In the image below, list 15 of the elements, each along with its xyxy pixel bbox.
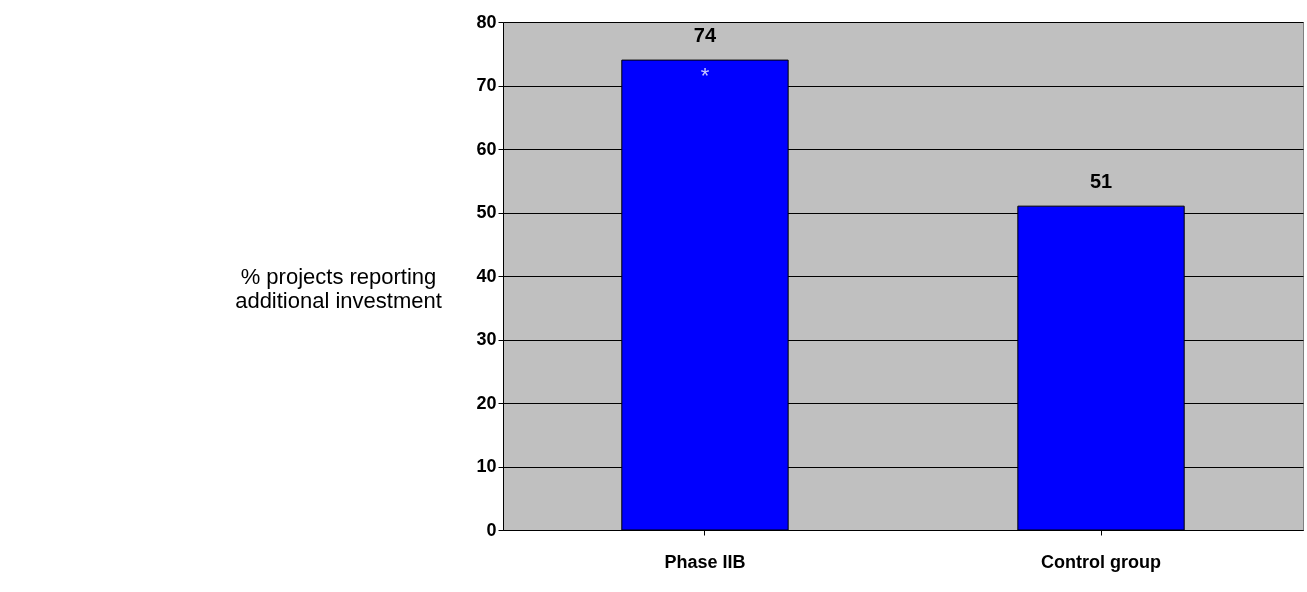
y-tick-label: 60	[476, 138, 497, 159]
x-tick-label: Control group	[1041, 551, 1162, 572]
y-axis-title: % projects reporting additional investment	[235, 263, 442, 313]
y-tick-label: 40	[476, 265, 497, 286]
y-tick-label: 80	[476, 11, 497, 32]
y-tick-label: 70	[476, 75, 497, 95]
y-tick-label: 30	[476, 329, 497, 349]
y-tick-label: 50	[476, 202, 497, 222]
data-label: 74	[693, 24, 717, 47]
annotation: *	[700, 63, 710, 89]
y-tick-label: 10	[476, 456, 497, 476]
y-tick-label: 0	[486, 519, 497, 540]
y-tick-label: 20	[476, 392, 497, 413]
x-tick-label: Phase IIB	[664, 551, 746, 572]
data-label: 51	[1089, 170, 1113, 193]
